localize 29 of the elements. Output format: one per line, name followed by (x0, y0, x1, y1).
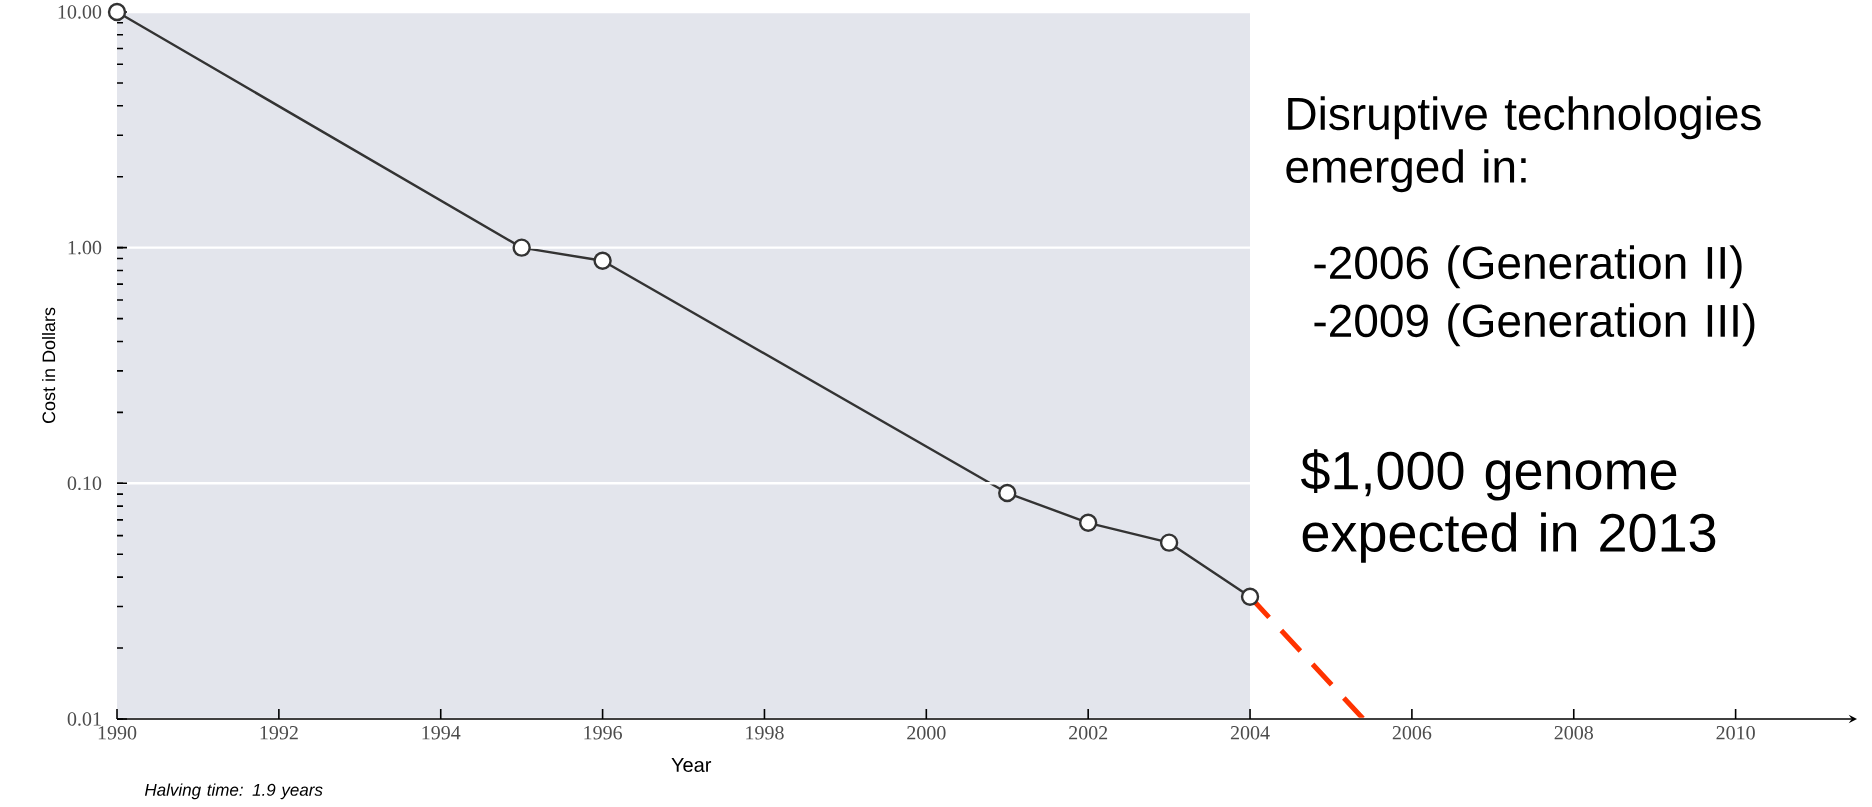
x-tick-label: 2004 (1230, 726, 1270, 740)
point (1159, 533, 1179, 552)
x-tick-label: 2010 (1716, 726, 1755, 740)
y-tick-label: 10.00 (58, 5, 102, 19)
x-tick-label: 2002 (1069, 726, 1108, 740)
x-tick-label: 1998 (746, 726, 784, 740)
x-tick-label: 1996 (584, 726, 623, 740)
point (107, 2, 127, 22)
text: Halving time: 1.9 years (144, 783, 323, 800)
annotation: -2009 (Generation III) (1314, 303, 1755, 347)
y-tick-label: 1.00 (68, 240, 102, 255)
y-axis-title: Cost in Dollars (41, 307, 56, 424)
point (593, 251, 612, 270)
x-tick-label: 2006 (1392, 726, 1432, 740)
x-tick-label: 2000 (907, 726, 946, 740)
y-tick-label: 0.10 (67, 476, 102, 491)
y-tick-label: 0.01 (67, 712, 101, 726)
x-tick-label: 1992 (260, 726, 298, 740)
x-tick-label: 1990 (98, 726, 137, 740)
x-axis-title: Year (671, 758, 712, 772)
point (998, 483, 1017, 503)
point (512, 238, 531, 257)
annotation: -2006 (Generation II) (1314, 245, 1742, 289)
point (1078, 513, 1098, 532)
annotation: $1,000 genome expected in 2013 (1300, 449, 1716, 563)
point (1240, 587, 1260, 606)
x-tick-label: 2008 (1554, 726, 1594, 740)
x-tick-label: 1994 (422, 726, 461, 740)
annotation: Disruptive technologies emerged in: (1286, 96, 1761, 193)
